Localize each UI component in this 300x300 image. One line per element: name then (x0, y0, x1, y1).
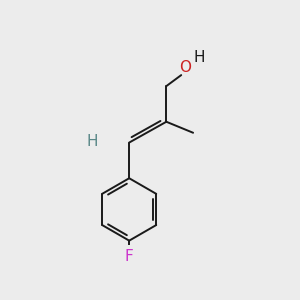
Text: H: H (86, 134, 98, 149)
Text: F: F (125, 249, 134, 264)
Text: H: H (193, 50, 205, 65)
Text: O: O (179, 60, 191, 75)
